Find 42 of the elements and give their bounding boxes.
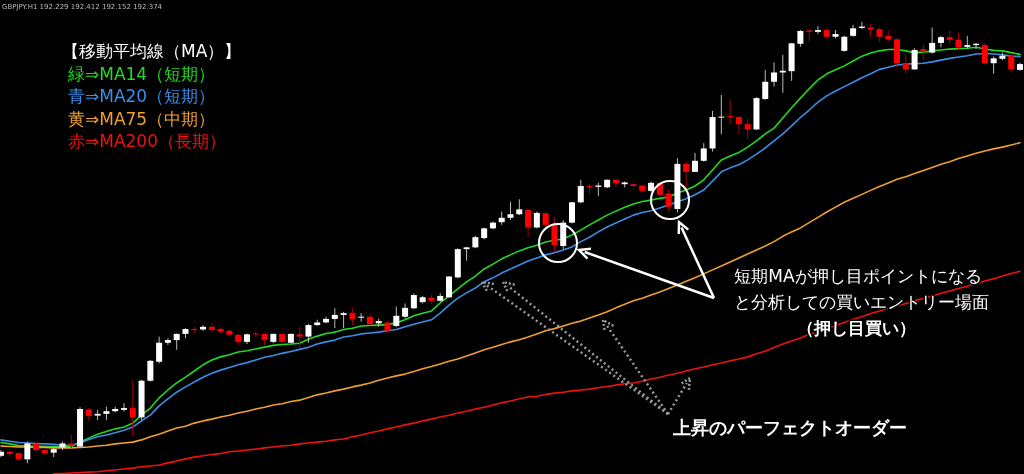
candlestick xyxy=(577,179,584,204)
candlestick xyxy=(24,441,31,464)
candlestick xyxy=(929,26,936,54)
candlestick xyxy=(744,118,751,140)
candlestick xyxy=(981,42,988,65)
candlestick xyxy=(156,336,163,364)
candlestick xyxy=(551,216,558,253)
legend-title: 【移動平均線（MA）】 xyxy=(62,41,242,61)
candlestick xyxy=(525,208,532,238)
candlestick xyxy=(147,359,154,383)
candlestick xyxy=(129,380,136,437)
candlestick xyxy=(446,275,453,299)
candlestick xyxy=(305,323,312,344)
text: 緑⇒MA14（短期） xyxy=(67,63,216,84)
text: 黄⇒MA75（中期） xyxy=(68,108,216,129)
candlestick xyxy=(937,35,944,48)
candlestick xyxy=(867,22,874,38)
candlestick xyxy=(735,115,742,135)
candlestick xyxy=(296,326,303,349)
candlestick xyxy=(41,448,48,456)
candlestick xyxy=(393,306,400,328)
candlestick xyxy=(718,94,725,135)
candlestick xyxy=(507,201,514,221)
candlestick xyxy=(700,142,707,163)
candlestick xyxy=(120,402,127,413)
candlestick xyxy=(911,47,918,71)
candlestick xyxy=(358,312,365,323)
text: 青⇒MA20（短期） xyxy=(68,86,216,106)
candlestick xyxy=(771,61,778,88)
candlestick xyxy=(665,189,672,213)
candlestick xyxy=(1008,53,1015,73)
candlestick xyxy=(762,69,769,101)
annotation: 上昇のパーフェクトオーダー xyxy=(672,417,907,438)
candlestick xyxy=(814,25,821,35)
candlestick xyxy=(331,307,338,329)
text: 赤⇒MA200（長期） xyxy=(68,131,226,151)
candlestick xyxy=(727,99,734,125)
candlestick xyxy=(683,161,690,191)
annotation: 短期MAが押し目ポイントになる xyxy=(734,266,982,286)
candlestick xyxy=(902,54,909,74)
candlestick xyxy=(164,337,171,346)
candlestick xyxy=(894,37,901,68)
